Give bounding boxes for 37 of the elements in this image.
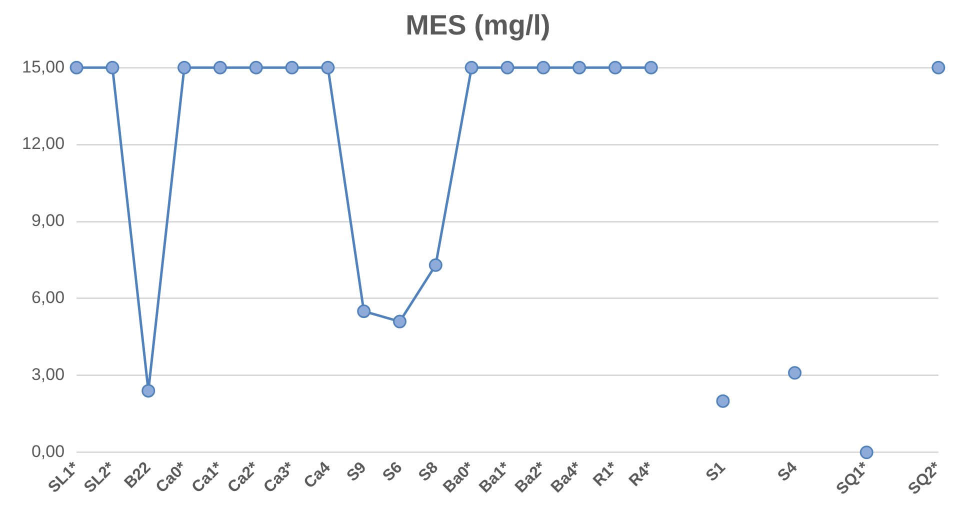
point	[357, 304, 371, 318]
point	[178, 60, 192, 74]
point	[536, 60, 550, 74]
x-tick-label: R4*	[626, 458, 658, 490]
y-tick-label: 6,00	[31, 288, 65, 308]
x-tick-label: S8	[416, 459, 442, 485]
point	[70, 60, 84, 74]
point	[428, 258, 442, 272]
x-tick-label: R1*	[590, 458, 622, 490]
point	[106, 60, 120, 74]
point	[464, 60, 478, 74]
point	[788, 366, 802, 380]
x-tick-label: S9	[344, 459, 370, 485]
x-tick-label: S1	[703, 459, 729, 485]
point	[932, 60, 946, 74]
point	[644, 60, 658, 74]
x-tick-label: Ca4	[301, 459, 334, 492]
y-tick-label: 15,00	[22, 57, 65, 76]
y-tick-label: 12,00	[22, 134, 65, 154]
point	[213, 60, 227, 74]
point	[860, 446, 874, 460]
point	[572, 60, 586, 74]
point	[321, 60, 335, 74]
chart-title: MES (mg/l)	[406, 10, 550, 41]
x-tick-label: B22	[122, 459, 154, 492]
point	[249, 60, 263, 74]
point	[142, 384, 156, 398]
point	[393, 314, 406, 328]
y-tick-label: 3,00	[31, 365, 65, 384]
y-tick-label: 0,00	[31, 442, 65, 462]
point	[285, 60, 299, 74]
y-tick-label: 9,00	[31, 211, 65, 230]
x-tick-label: S4	[774, 459, 801, 485]
point	[608, 60, 622, 74]
point	[500, 60, 514, 74]
x-tick-label: S6	[380, 459, 406, 485]
point	[716, 394, 730, 408]
